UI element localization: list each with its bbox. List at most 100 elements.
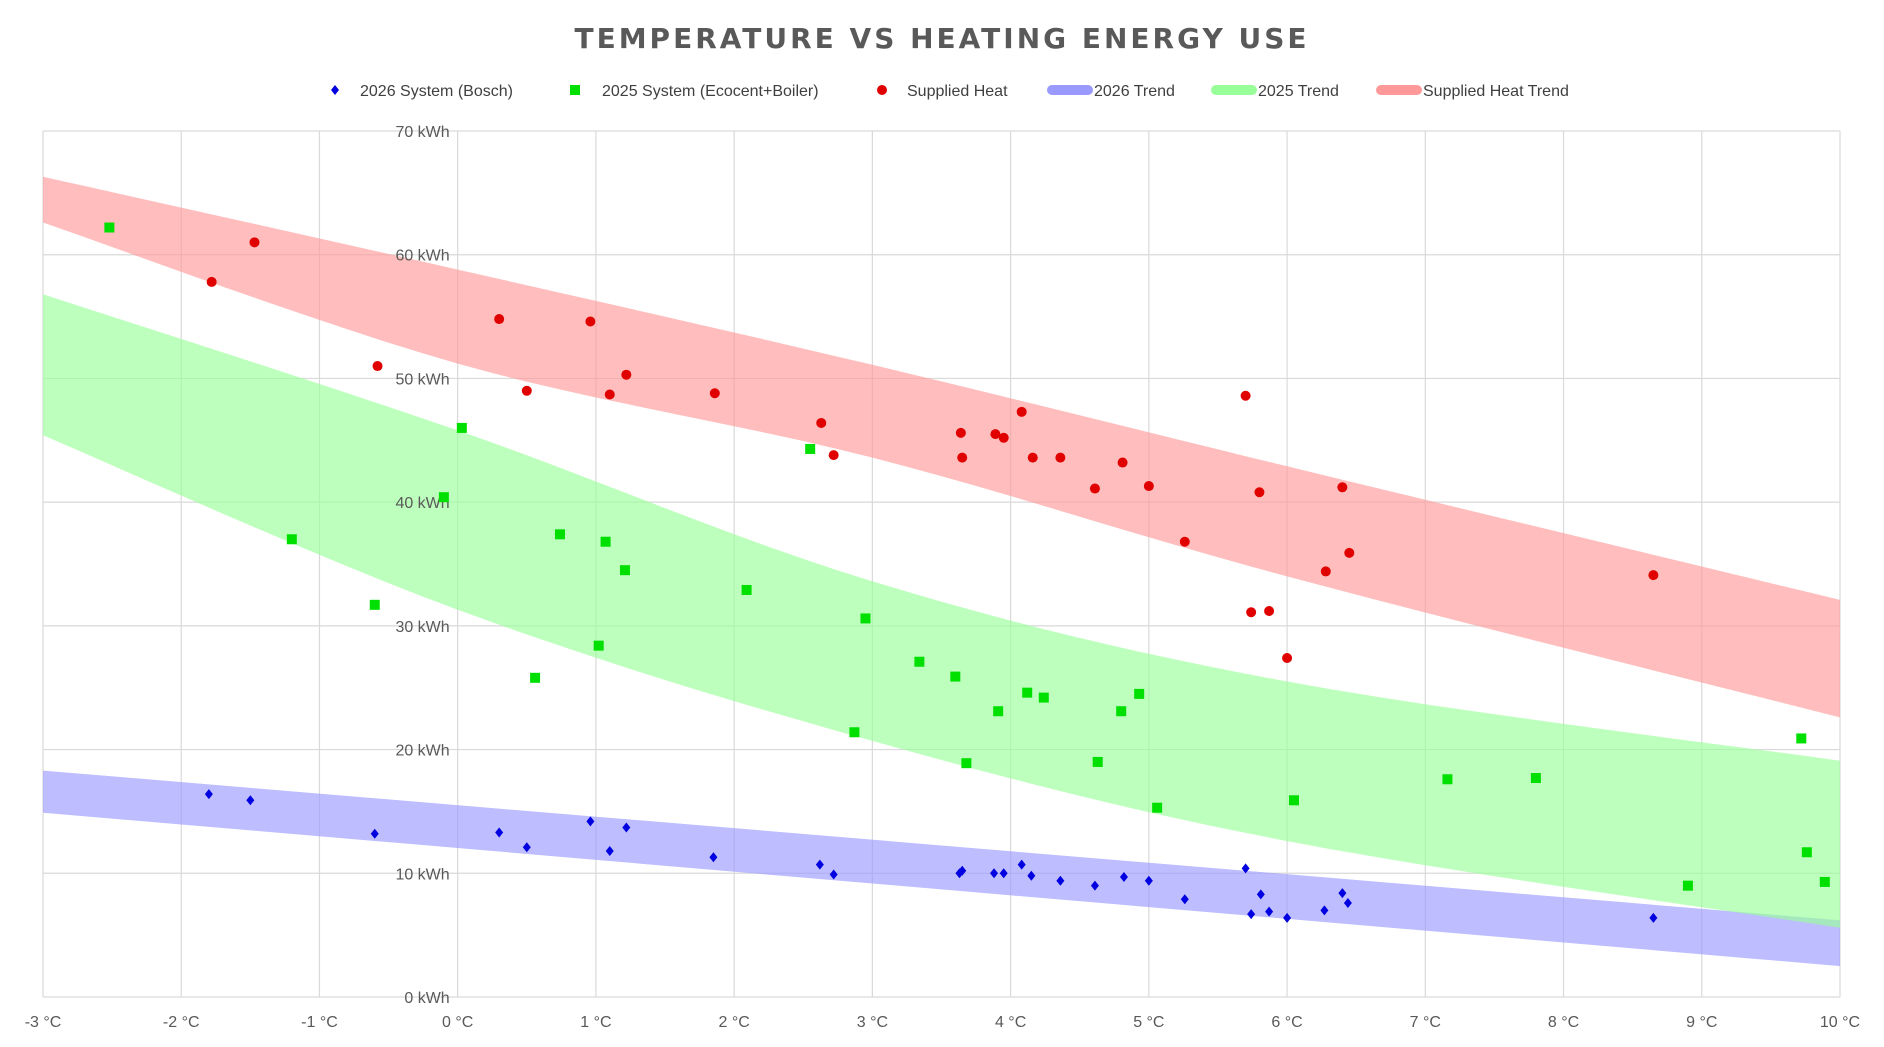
trend-band-2025: [43, 294, 1840, 928]
marker-2026-bosch: [990, 868, 999, 879]
legend-2026-system-swatch: [331, 85, 339, 95]
legend: 2026 System (Bosch) 2025 System (Ecocent+…: [331, 83, 1569, 100]
marker-2025-ecocent-boiler: [593, 640, 604, 651]
marker-supplied-heat: [206, 276, 217, 287]
x-tick-label: 3 °C: [857, 1014, 888, 1031]
marker-supplied-heat: [1246, 607, 1257, 618]
y-tick-label: 20 kWh: [395, 743, 449, 760]
marker-2026-bosch: [1343, 897, 1352, 908]
marker-2026-bosch: [522, 842, 531, 853]
x-tick-label: 10 °C: [1820, 1014, 1860, 1031]
marker-supplied-heat: [1337, 482, 1348, 493]
marker-supplied-heat: [1055, 452, 1066, 463]
legend-2026-trend-swatch: [1047, 85, 1093, 95]
x-tick-label: 5 °C: [1133, 1014, 1164, 1031]
y-tick-label: 0 kWh: [404, 990, 449, 1007]
legend-supplied-heat-trend-label: Supplied Heat Trend: [1423, 83, 1569, 100]
marker-2026-bosch: [1090, 880, 1099, 891]
marker-2025-ecocent-boiler: [849, 727, 860, 738]
marker-supplied-heat: [998, 432, 1009, 443]
legend-2025-system-label: 2025 System (Ecocent+Boiler): [602, 83, 819, 100]
x-tick-label: 2 °C: [719, 1014, 750, 1031]
marker-2025-ecocent-boiler: [1442, 774, 1453, 785]
marker-2025-ecocent-boiler: [1022, 687, 1033, 698]
marker-supplied-heat: [828, 450, 839, 461]
marker-supplied-heat: [1016, 406, 1027, 417]
trend-bands: [43, 176, 1840, 967]
marker-supplied-heat: [1143, 481, 1154, 492]
marker-supplied-heat: [1264, 606, 1275, 617]
marker-2026-bosch: [1180, 894, 1189, 905]
marker-2025-ecocent-boiler: [554, 529, 565, 540]
marker-supplied-heat: [604, 389, 615, 400]
legend-supplied-heat-label: Supplied Heat: [907, 83, 1008, 100]
marker-supplied-heat: [1117, 457, 1128, 468]
x-tick-label: 6 °C: [1271, 1014, 1302, 1031]
marker-2025-ecocent-boiler: [1682, 880, 1693, 891]
marker-2026-bosch: [958, 865, 967, 876]
marker-2025-ecocent-boiler: [456, 422, 467, 433]
marker-supplied-heat: [1089, 483, 1100, 494]
marker-2026-bosch: [1283, 912, 1292, 923]
axes: -3 °C -2 °C -1 °C 0 °C 1 °C 2 °C 3 °C 4 °C 5 °C 6…: [25, 124, 1860, 1031]
marker-2025-ecocent-boiler: [104, 222, 115, 233]
marker-supplied-heat: [1254, 487, 1265, 498]
x-tick-label: -3 °C: [25, 1014, 62, 1031]
legend-2025-system-swatch: [570, 85, 580, 95]
legend-supplied-heat-swatch: [877, 85, 887, 95]
marker-2025-ecocent-boiler: [1092, 756, 1103, 767]
marker-2026-bosch: [370, 828, 379, 839]
marker-supplied-heat: [816, 417, 827, 428]
marker-2026-bosch: [1265, 906, 1274, 917]
marker-2025-ecocent-boiler: [1530, 773, 1541, 784]
trend-band-2026: [43, 770, 1840, 967]
marker-2026-bosch: [1119, 871, 1128, 882]
marker-2026-bosch: [1649, 912, 1658, 923]
marker-2025-ecocent-boiler: [950, 671, 961, 682]
x-tick-label: -2 °C: [163, 1014, 200, 1031]
marker-2026-bosch: [815, 859, 824, 870]
marker-supplied-heat: [1320, 566, 1331, 577]
marker-2026-bosch: [1247, 909, 1256, 920]
x-tick-label: 9 °C: [1686, 1014, 1717, 1031]
marker-2025-ecocent-boiler: [1819, 876, 1830, 887]
marker-2026-bosch: [204, 789, 213, 800]
marker-2025-ecocent-boiler: [1796, 733, 1807, 744]
marker-2026-bosch: [709, 852, 718, 863]
marker-2025-ecocent-boiler: [1152, 802, 1163, 813]
legend-2026-trend-label: 2026 Trend: [1094, 83, 1175, 100]
x-tick-label: 8 °C: [1548, 1014, 1579, 1031]
y-tick-label: 30 kWh: [395, 619, 449, 636]
marker-supplied-heat: [249, 237, 260, 248]
marker-2026-bosch: [1017, 859, 1026, 870]
marker-2025-ecocent-boiler: [1116, 706, 1127, 717]
marker-2026-bosch: [1256, 889, 1265, 900]
marker-supplied-heat: [372, 361, 383, 372]
marker-2025-ecocent-boiler: [530, 672, 541, 683]
marker-supplied-heat: [955, 427, 966, 438]
x-tick-label: 0 °C: [442, 1014, 473, 1031]
marker-supplied-heat: [1027, 452, 1038, 463]
marker-2025-ecocent-boiler: [1038, 692, 1049, 703]
marker-supplied-heat: [1282, 653, 1293, 664]
trend-band-supplied-heat: [43, 176, 1840, 718]
marker-2026-bosch: [495, 827, 504, 838]
marker-supplied-heat: [1240, 390, 1251, 401]
marker-2025-ecocent-boiler: [860, 613, 871, 624]
y-tick-label: 10 kWh: [395, 866, 449, 883]
legend-supplied-heat-trend-swatch: [1376, 85, 1422, 95]
legend-2025-trend-swatch: [1211, 85, 1257, 95]
marker-2026-bosch: [1338, 888, 1347, 899]
marker-2025-ecocent-boiler: [600, 536, 611, 547]
marker-2025-ecocent-boiler: [805, 443, 816, 454]
marker-supplied-heat: [1648, 570, 1659, 581]
marker-supplied-heat: [1179, 536, 1190, 547]
marker-supplied-heat: [990, 429, 1001, 440]
x-tick-label: 7 °C: [1410, 1014, 1441, 1031]
marker-2026-bosch: [1241, 863, 1250, 874]
y-tick-label: 70 kWh: [395, 124, 449, 141]
chart-title: TEMPERATURE VS HEATING ENERGY USE: [574, 22, 1309, 55]
marker-supplied-heat: [621, 369, 632, 380]
